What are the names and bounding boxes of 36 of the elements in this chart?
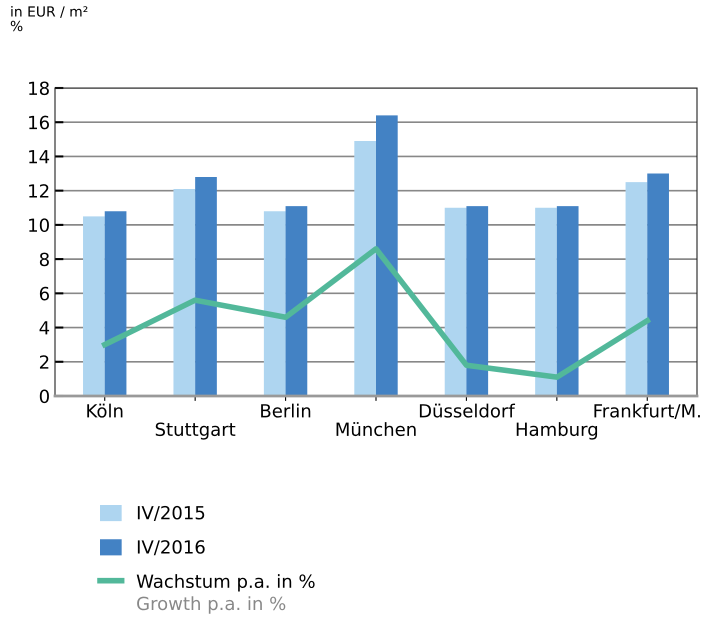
bar <box>535 208 557 396</box>
x-tick-label: Düsseldorf <box>420 404 516 418</box>
legend-label: IV/2016 <box>138 540 205 556</box>
text: Growth p.a. in % <box>137 596 286 614</box>
x-tick-label: Berlin <box>261 404 310 418</box>
bar <box>354 141 376 396</box>
x-tick-label: Köln <box>87 404 122 418</box>
y-axis-title: in EUR / m² % <box>10 6 88 32</box>
bar <box>556 206 579 396</box>
x-tick-label: Frankfurt/M. <box>594 404 700 420</box>
legend-label: Wachstum p.a. in % <box>136 574 315 592</box>
bar <box>195 176 217 396</box>
bar <box>264 211 286 396</box>
bar <box>104 211 126 396</box>
y-tick-label: 6 <box>40 286 49 300</box>
bar <box>173 188 196 396</box>
bar <box>376 115 398 396</box>
y-tick-label: 4 <box>40 321 50 334</box>
bar <box>444 208 466 396</box>
y-tick-label: 10 <box>29 218 49 232</box>
y-tick-label: 14 <box>29 150 50 164</box>
y-tick-label: 0 <box>40 389 49 404</box>
bar <box>466 206 488 396</box>
bar <box>626 182 648 396</box>
y-tick-label: 16 <box>29 116 49 130</box>
bar <box>83 216 105 396</box>
x-tick-label: Stuttgart <box>156 422 236 440</box>
bar <box>647 174 669 396</box>
bar <box>286 206 308 396</box>
y-tick-label: 18 <box>29 81 49 96</box>
y-tick-label: 2 <box>40 355 48 369</box>
y-tick-label: 8 <box>40 252 49 266</box>
x-tick-label: München <box>336 422 416 436</box>
legend-label: IV/2015 <box>138 506 204 521</box>
y-tick-label: 12 <box>29 184 48 198</box>
x-tick-label: Hamburg <box>516 422 598 440</box>
